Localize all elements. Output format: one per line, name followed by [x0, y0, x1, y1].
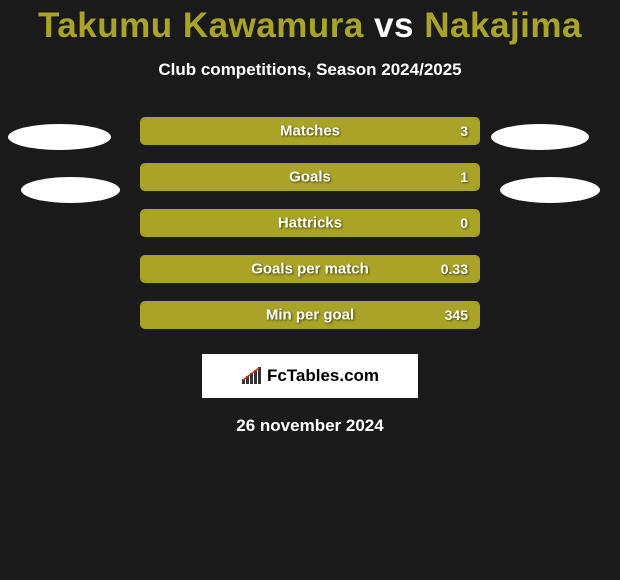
decorative-ellipse	[500, 177, 600, 203]
stat-value: 3	[460, 123, 468, 139]
stat-value: 0.33	[441, 261, 468, 277]
stat-label: Goals	[289, 169, 331, 186]
stat-label: Matches	[280, 123, 340, 140]
stat-bar-track: Matches 3	[140, 117, 480, 145]
date-text: 26 november 2024	[0, 416, 620, 436]
stat-bar-track: Goals per match 0.33	[140, 255, 480, 283]
title-player2: Nakajima	[424, 6, 582, 45]
stat-value: 0	[460, 215, 468, 231]
page-title: Takumu Kawamura vs Nakajima	[0, 0, 620, 46]
stat-label: Goals per match	[251, 261, 369, 278]
decorative-ellipse	[21, 177, 120, 203]
title-player1: Takumu Kawamura	[38, 6, 364, 45]
decorative-ellipse	[491, 124, 589, 150]
stat-bar-track: Hattricks 0	[140, 209, 480, 237]
chart-icon	[241, 367, 263, 385]
stat-label: Min per goal	[266, 307, 354, 324]
title-vs: vs	[374, 6, 414, 45]
decorative-ellipse	[8, 124, 111, 150]
stat-label: Hattricks	[278, 215, 342, 232]
logo-text: FcTables.com	[267, 366, 379, 386]
stat-row: Min per goal 345	[0, 292, 620, 338]
logo-box: FcTables.com	[202, 354, 418, 398]
stat-value: 345	[445, 307, 468, 323]
stat-row: Goals per match 0.33	[0, 246, 620, 292]
stat-bar-track: Goals 1	[140, 163, 480, 191]
stat-value: 1	[460, 169, 468, 185]
stat-bar-track: Min per goal 345	[140, 301, 480, 329]
subtitle: Club competitions, Season 2024/2025	[0, 60, 620, 80]
stat-row: Hattricks 0	[0, 200, 620, 246]
